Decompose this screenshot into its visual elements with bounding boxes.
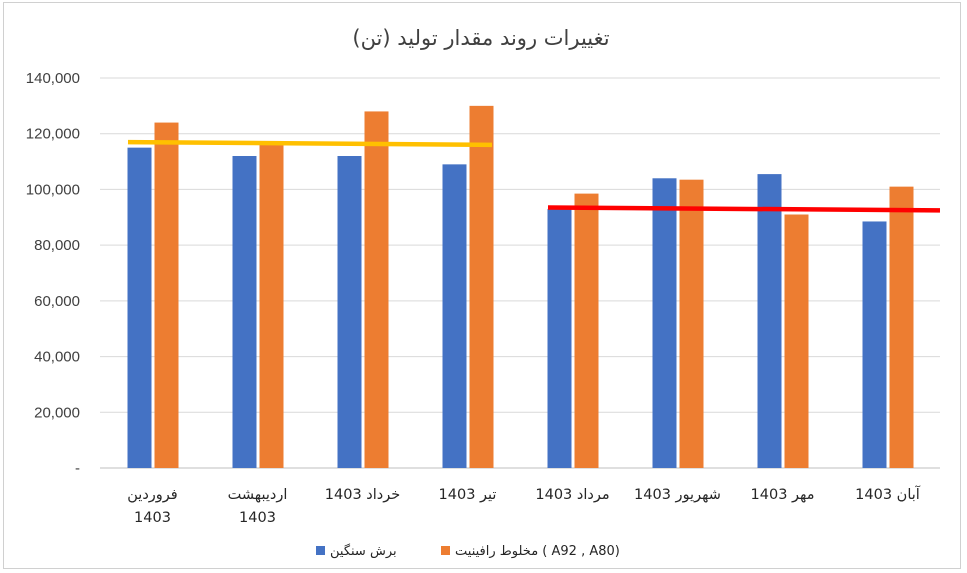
x-category-label: مهر 1403 [751,487,815,503]
legend: برش سنگین مخلوط رافینیت ( A92 , A80) [316,543,620,559]
bar-series-2 [154,122,179,469]
bar-series-2 [679,179,704,468]
bar-series-2 [469,105,494,468]
x-category-label: خرداد 1403 [325,487,400,503]
y-tick-label: 60,000 [34,293,80,310]
bars [127,105,914,469]
x-category-label: فروردین [127,487,177,503]
bar-series-2 [259,143,284,468]
trend-lines [127,139,941,213]
chart-title: تغییرات روند مقدار تولید (تن) [352,26,609,50]
bar-series-2 [784,214,809,468]
bar-series-2 [574,193,599,468]
x-category-label: اردیبهشت [228,487,288,503]
legend-swatch [441,546,450,555]
y-tick-label: 20,000 [34,404,80,421]
x-category-label: شهریور 1403 [634,487,721,503]
bar-series-1 [547,208,572,468]
bar-series-1 [862,221,887,468]
trend-line [547,205,941,213]
bar-series-1 [757,174,782,468]
legend-swatch [316,546,325,555]
y-tick-label: 80,000 [34,237,80,254]
trend-line [127,139,493,148]
y-tick-label: 120,000 [26,126,80,143]
bar-series-1 [442,164,467,468]
bar-series-1 [652,178,677,469]
x-category-label: 1403 [134,510,171,526]
grid-lines [100,77,940,469]
bar-series-1 [337,156,362,468]
legend-label: مخلوط رافینیت ( A92 , A80) [455,544,620,559]
bar-series-2 [364,111,389,468]
x-category-label: مرداد 1403 [535,487,609,503]
y-tick-label: 100,000 [26,181,80,198]
x-category-label: تیر 1403 [439,487,497,503]
y-tick-label: 40,000 [34,349,80,366]
bar-series-2 [889,186,914,468]
legend-label: برش سنگین [330,543,397,559]
bar-series-1 [127,147,152,468]
y-tick-label: 140,000 [26,70,80,87]
y-tick-label: - [75,460,80,477]
bar-series-1 [232,156,257,468]
y-axis-ticks: - 20,000 40,000 60,000 80,000 100,000 120,000 1… [26,70,80,477]
x-axis-categories: فروردین 1403 اردیبهشت 1403 خرداد 1403 تیر 140… [127,485,921,526]
x-category-label: آبان 1403 [855,485,921,503]
x-category-label: 1403 [239,510,276,526]
